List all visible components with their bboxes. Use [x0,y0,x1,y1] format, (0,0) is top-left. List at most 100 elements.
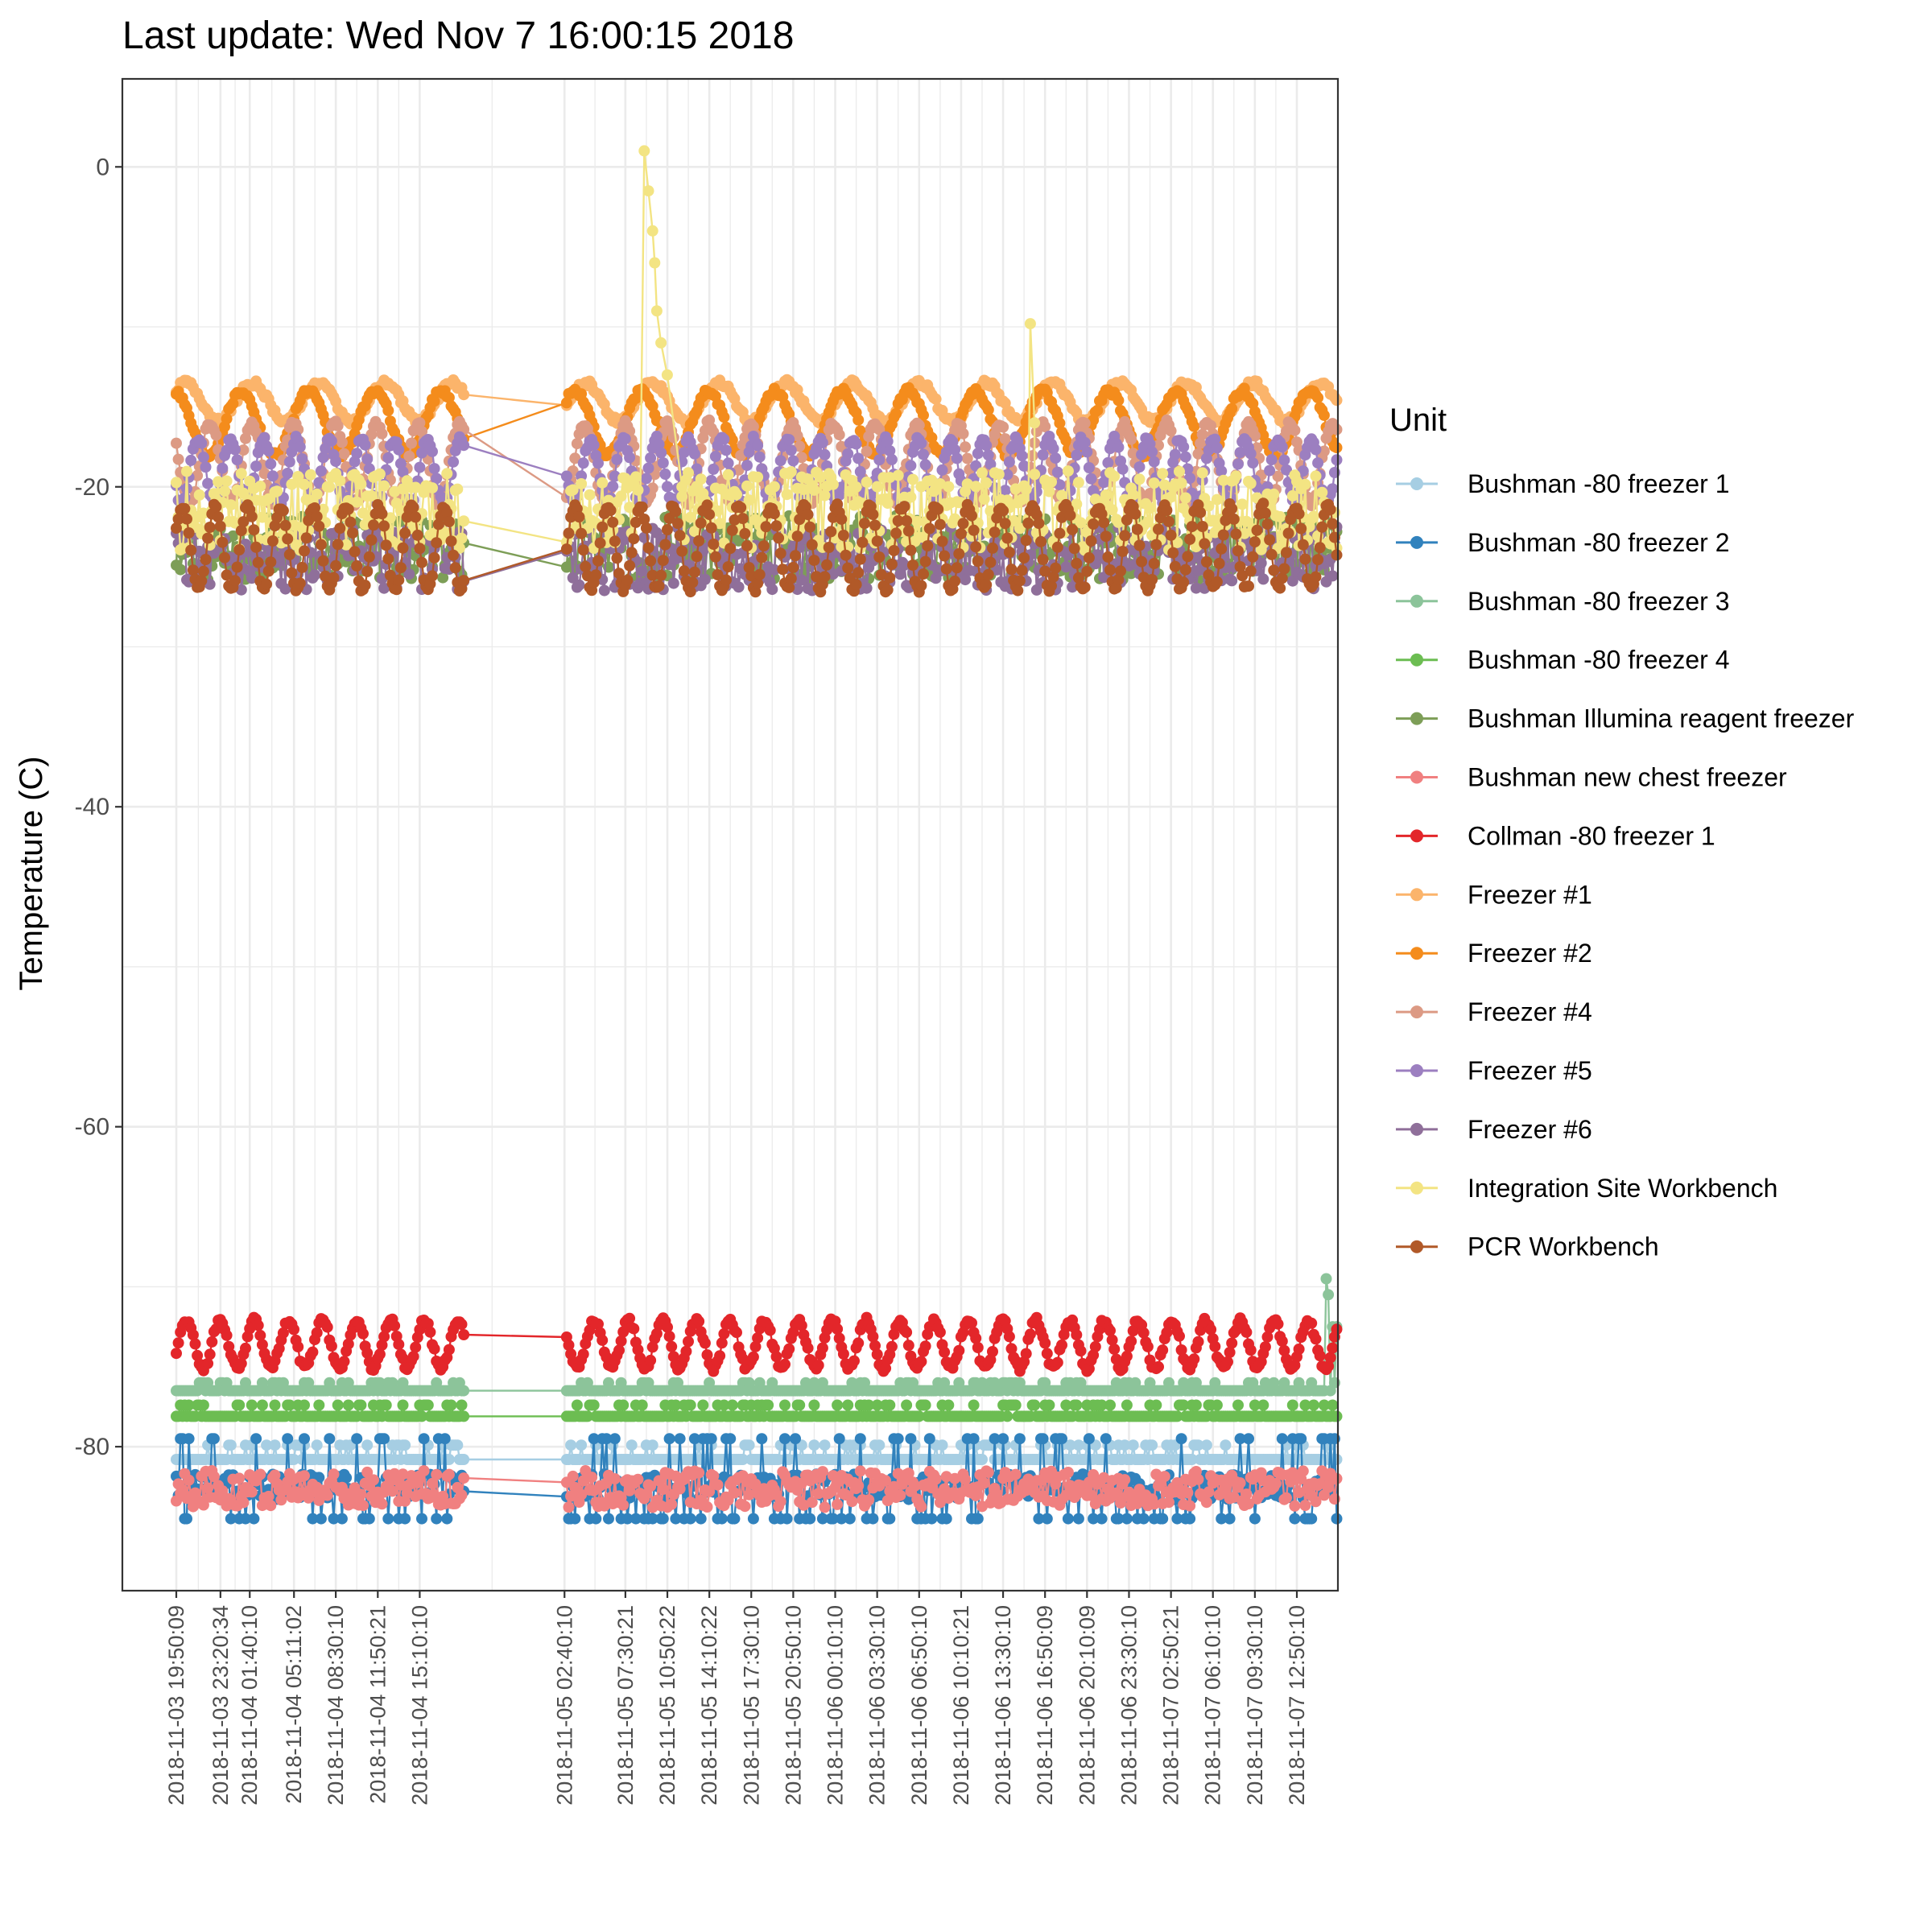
data-point [743,1439,755,1451]
data-point [252,1319,264,1331]
data-point [1051,1356,1063,1368]
data-point [1192,1439,1204,1451]
data-point [674,1433,686,1445]
data-point [1013,1433,1026,1445]
data-point [1234,1433,1246,1445]
data-point [1245,1344,1257,1356]
data-point [256,1399,268,1411]
data-point [774,1496,786,1508]
data-point [458,1454,470,1465]
data-point [1186,1454,1198,1465]
data-point [389,1319,401,1331]
data-point [762,1399,774,1411]
data-point [684,1399,696,1411]
data-point [960,441,972,453]
data-point [338,1356,350,1368]
data-point [189,1338,201,1350]
data-point [670,1513,682,1525]
data-point [221,413,233,425]
data-point [827,1513,839,1525]
data-point [1281,1492,1292,1504]
data-point [693,1315,705,1327]
data-point [1310,1333,1322,1345]
data-point [915,1501,927,1513]
data-point [854,1433,866,1445]
data-point [926,1513,938,1525]
data-point [1257,1399,1269,1411]
data-point [836,1513,848,1525]
data-point [237,1496,250,1509]
data-point [854,1465,866,1477]
data-point [456,1319,468,1331]
data-point [357,1500,369,1512]
data-point [1295,1433,1307,1445]
data-point [1157,1513,1169,1525]
data-point [764,1324,776,1336]
data-point [1009,1399,1022,1411]
data-point [410,1341,422,1353]
data-point [837,1348,849,1360]
data-point [1075,1345,1087,1357]
data-point [1307,1399,1319,1411]
data-point [571,1399,583,1411]
data-point [726,1399,738,1411]
data-point [1171,1513,1183,1525]
data-point [416,1513,427,1525]
data-point [240,1342,251,1354]
data-point [1141,1340,1154,1352]
data-point [368,1474,379,1486]
data-point [355,1488,367,1501]
data-point [439,1433,451,1445]
data-point [1190,1399,1202,1411]
data-point [1146,1439,1158,1451]
data-point [233,1399,246,1411]
data-point [399,1513,411,1525]
data-point [422,1399,434,1411]
data-point [842,1399,854,1411]
data-point [832,1399,844,1411]
data-point [609,1473,621,1484]
data-point [695,1513,707,1525]
data-point [1024,1328,1036,1340]
data-point [901,1399,913,1411]
data-point [338,448,350,460]
data-point [576,1439,588,1451]
data-point [1232,1399,1244,1411]
data-point [172,453,184,465]
series-bushman-80-freezer-3 [171,1273,1343,1397]
data-point [729,1487,741,1499]
data-point [1222,1356,1233,1368]
data-point [646,1513,658,1525]
data-point [961,452,973,464]
data-point [399,1439,411,1451]
data-point [357,1327,369,1340]
data-point [1125,1335,1137,1348]
data-point [428,1343,440,1355]
data-point [968,1433,980,1445]
data-point [714,1350,726,1362]
data-point [183,1433,195,1445]
data-point [248,1513,260,1525]
data-point [781,1513,793,1525]
data-point [737,1454,749,1465]
data-point [601,1433,613,1445]
data-point [1276,1335,1288,1348]
data-point [936,1439,948,1451]
data-point [567,1470,579,1482]
data-point [892,1433,904,1445]
data-point [609,1433,621,1445]
data-point [1056,1339,1067,1351]
data-point [783,1343,795,1355]
data-point [597,1334,609,1346]
data-point [1158,1471,1170,1483]
data-point [328,1513,340,1525]
data-point [342,1399,354,1411]
data-point [1331,1472,1343,1484]
data-point [569,1513,581,1525]
data-point [452,1439,464,1451]
data-point [269,1399,281,1411]
data-point [299,1399,310,1411]
data-point [867,1513,879,1525]
data-point [628,1323,640,1335]
data-point [712,1479,724,1491]
